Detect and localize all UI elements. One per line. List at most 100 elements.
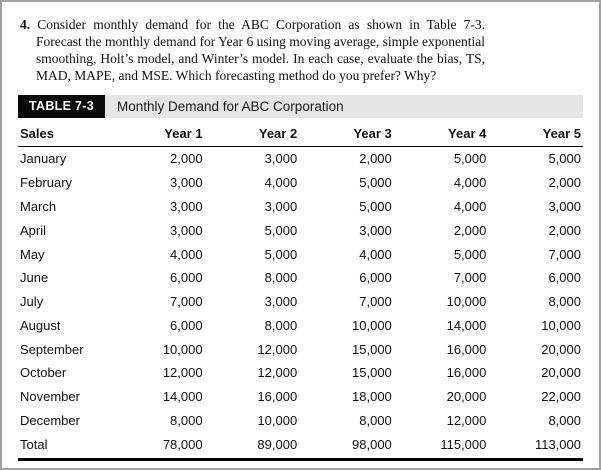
value-cell: 10,000 — [541, 317, 581, 333]
month-cell: April — [20, 222, 47, 238]
table-row: June 6,000 8,000 6,000 7,000 6,000 — [18, 266, 583, 290]
month-cell: November — [20, 389, 80, 405]
table-row: April 3,000 5,000 3,000 2,000 2,000 — [18, 218, 583, 242]
value-cell: 20,000 — [541, 365, 581, 381]
value-cell: 98,000 — [352, 436, 392, 452]
table-row: March 3,000 3,000 5,000 4,000 3,000 — [18, 195, 583, 219]
value-cell: 12,000 — [257, 341, 298, 357]
table-row: November 14,000 16,000 18,000 20,000 22,000 — [18, 385, 583, 409]
value-cell: 5,000 — [264, 246, 298, 262]
value-cell: 2,000 — [548, 222, 581, 238]
value-cell: 4,000 — [359, 246, 392, 262]
problem-number: 4. — [20, 17, 31, 32]
value-cell: 3,000 — [264, 151, 298, 167]
value-cell: 12,000 — [446, 412, 487, 428]
value-cell: 6,000 — [170, 317, 203, 333]
table-row: September 10,000 12,000 15,000 16,000 20,000 — [18, 337, 583, 361]
value-cell: 5,000 — [359, 175, 392, 191]
value-cell: 4,000 — [264, 175, 298, 191]
value-cell: 8,000 — [170, 412, 203, 428]
month-cell: January — [20, 151, 67, 167]
table-row: January 2,000 3,000 2,000 5,000 5,000 — [18, 147, 583, 171]
month-cell: September — [20, 341, 84, 357]
month-cell: October — [20, 365, 67, 381]
value-cell: 5,000 — [453, 246, 487, 262]
month-cell: July — [20, 294, 44, 310]
demand-table: Sales Year 1 Year 2 Year 3 Year 4 Year 5 Janu… — [18, 120, 583, 461]
problem-statement: 4. Consider monthly demand for the ABC C… — [20, 16, 485, 84]
value-cell: 5,000 — [453, 151, 487, 167]
value-cell: 5,000 — [359, 198, 392, 214]
value-cell: 6,000 — [359, 270, 392, 286]
table-row: July 7,000 3,000 7,000 10,000 8,000 — [18, 290, 583, 314]
value-cell: 3,000 — [170, 222, 203, 238]
table-title-bar: TABLE 7-3 Monthly Demand for ABC Corpora… — [18, 95, 583, 118]
column-header: Year 2 — [204, 120, 300, 147]
value-cell: 8,000 — [548, 294, 581, 310]
value-cell: 78,000 — [162, 436, 203, 452]
value-cell: 8,000 — [264, 317, 298, 333]
value-cell: 5,000 — [264, 222, 298, 238]
table-row: May 4,000 5,000 4,000 5,000 7,000 — [18, 242, 583, 266]
value-cell: 3,000 — [359, 222, 392, 238]
table-label: TABLE 7-3 — [18, 95, 105, 118]
value-cell: 4,000 — [170, 246, 203, 262]
value-cell: 113,000 — [534, 436, 581, 452]
value-cell: 10,000 — [352, 317, 392, 333]
value-cell: 12,000 — [257, 365, 298, 381]
table-header: Sales Year 1 Year 2 Year 3 Year 4 Year 5 — [18, 120, 583, 147]
value-cell: 7,000 — [453, 270, 487, 286]
value-cell: 2,000 — [359, 151, 392, 167]
column-header: Sales — [18, 120, 110, 147]
column-header: Year 5 — [488, 120, 583, 147]
value-cell: 10,000 — [446, 294, 487, 310]
value-cell: 6,000 — [170, 270, 203, 286]
table-row: August 6,000 8,000 10,000 14,000 10,000 — [18, 313, 583, 337]
value-cell: 7,000 — [548, 246, 581, 262]
value-cell: 89,000 — [257, 436, 298, 452]
month-cell: Total — [20, 436, 48, 452]
value-cell: 14,000 — [446, 317, 487, 333]
value-cell: 3,000 — [264, 198, 298, 214]
table-row: Total 78,000 89,000 98,000 115,000 113,000 — [18, 432, 583, 459]
problem-text: Consider monthly demand for the ABC Corp… — [36, 17, 485, 83]
column-header: Year 3 — [299, 120, 394, 147]
table-header-row: Sales Year 1 Year 2 Year 3 Year 4 Year 5 — [18, 120, 583, 147]
value-cell: 3,000 — [548, 198, 581, 214]
value-cell: 16,000 — [257, 389, 298, 405]
column-header: Year 1 — [110, 120, 205, 147]
table-title: Monthly Demand for ABC Corporation — [116, 99, 344, 114]
month-cell: March — [20, 198, 57, 214]
month-cell: June — [20, 270, 49, 286]
value-cell: 2,000 — [453, 222, 487, 238]
month-cell: December — [20, 412, 80, 428]
table-7-3: TABLE 7-3 Monthly Demand for ABC Corpora… — [18, 95, 583, 461]
value-cell: 16,000 — [446, 365, 487, 381]
value-cell: 4,000 — [453, 198, 487, 214]
value-cell: 20,000 — [446, 389, 487, 405]
month-cell: February — [20, 175, 73, 191]
month-cell: May — [20, 246, 45, 262]
value-cell: 10,000 — [257, 412, 298, 428]
column-header: Year 4 — [393, 120, 489, 147]
value-cell: 2,000 — [170, 151, 203, 167]
value-cell: 22,000 — [541, 389, 581, 405]
value-cell: 8,000 — [548, 412, 581, 428]
value-cell: 6,000 — [548, 270, 581, 286]
value-cell: 4,000 — [453, 175, 487, 191]
value-cell: 18,000 — [352, 389, 392, 405]
value-cell: 7,000 — [359, 294, 392, 310]
value-cell: 8,000 — [264, 270, 298, 286]
month-cell: August — [20, 317, 61, 333]
value-cell: 5,000 — [548, 151, 581, 167]
value-cell: 7,000 — [170, 294, 203, 310]
value-cell: 10,000 — [162, 341, 203, 357]
table-row: December 8,000 10,000 8,000 12,000 8,000 — [18, 409, 583, 433]
value-cell: 15,000 — [352, 365, 392, 381]
value-cell: 2,000 — [548, 175, 581, 191]
value-cell: 12,000 — [162, 365, 203, 381]
table-body: January 2,000 3,000 2,000 5,000 5,000 February… — [18, 147, 583, 460]
value-cell: 3,000 — [170, 198, 203, 214]
table-row: October 12,000 12,000 15,000 16,000 20,000 — [18, 361, 583, 385]
